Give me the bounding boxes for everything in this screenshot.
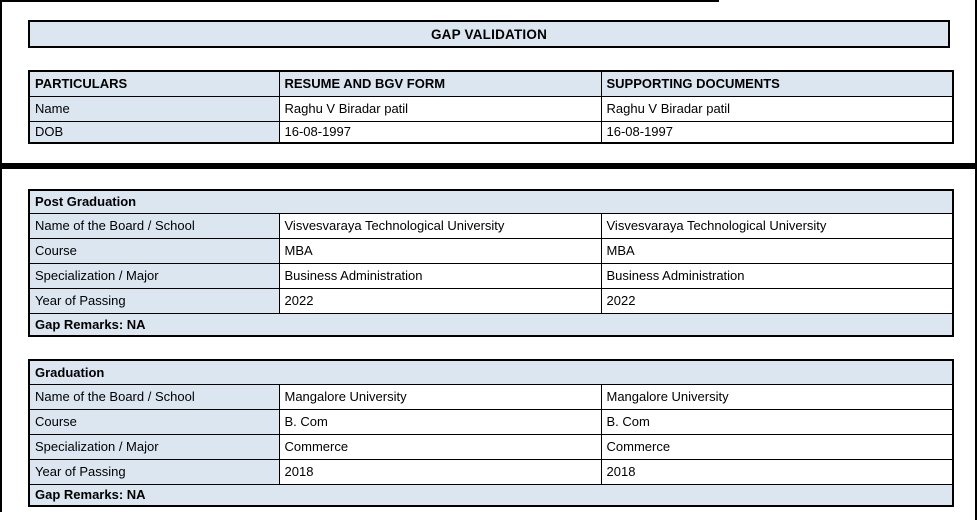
page-title: GAP VALIDATION: [28, 20, 950, 48]
row-supporting-value-cell: Raghu V Biradar patil: [600, 95, 954, 122]
row-resume-value-cell: Raghu V Biradar patil: [278, 95, 602, 122]
row-supporting-value-cell: 2022: [600, 287, 954, 314]
row-supporting-value-cell: 16-08-1997: [600, 120, 954, 144]
table-row-board-school: Name of the Board / School Visvesvaraya …: [28, 212, 954, 239]
row-label-cell: Specialization / Major: [28, 262, 280, 289]
row-resume-value-cell: 2018: [278, 458, 602, 485]
table-row-specialization: Specialization / Major Commerce Commerce: [28, 433, 954, 460]
row-resume-value-cell: 2022: [278, 287, 602, 314]
row-resume-value-cell: Mangalore University: [278, 383, 602, 410]
row-label-cell: Name of the Board / School: [28, 212, 280, 239]
column-header-particulars: PARTICULARS: [28, 70, 280, 97]
row-supporting-value-cell: Business Administration: [600, 262, 954, 289]
section-divider-line: [0, 163, 977, 169]
table-row-year-of-passing: Year of Passing 2018 2018: [28, 458, 954, 485]
table-row-course: Course MBA MBA: [28, 237, 954, 264]
row-resume-value-cell: Visvesvaraya Technological University: [278, 212, 602, 239]
row-resume-value-cell: 16-08-1997: [278, 120, 602, 144]
table-row-year-of-passing: Year of Passing 2022 2022: [28, 287, 954, 314]
particulars-table: PARTICULARS RESUME AND BGV FORM SUPPORTI…: [28, 70, 954, 144]
section-title: Graduation: [28, 359, 954, 385]
table-row-dob: DOB 16-08-1997 16-08-1997: [28, 120, 954, 144]
column-header-supporting-documents: SUPPORTING DOCUMENTS: [600, 70, 954, 97]
gap-remarks-row: Gap Remarks: NA: [28, 483, 954, 507]
row-label-cell: Name of the Board / School: [28, 383, 280, 410]
column-header-resume-bgv-form: RESUME AND BGV FORM: [278, 70, 602, 97]
outer-frame-right-border: [975, 0, 977, 520]
row-supporting-value-cell: B. Com: [600, 408, 954, 435]
gap-remarks-text: Gap Remarks: NA: [28, 483, 954, 507]
table-row-board-school: Name of the Board / School Mangalore Uni…: [28, 383, 954, 410]
post-graduation-table: Post Graduation Name of the Board / Scho…: [28, 189, 954, 337]
row-label-cell: DOB: [28, 120, 280, 144]
table-row-specialization: Specialization / Major Business Administ…: [28, 262, 954, 289]
row-label-cell: Course: [28, 408, 280, 435]
row-label-cell: Course: [28, 237, 280, 264]
row-label-cell: Name: [28, 95, 280, 122]
gap-remarks-row: Gap Remarks: NA: [28, 312, 954, 337]
row-label-cell: Specialization / Major: [28, 433, 280, 460]
table-row-course: Course B. Com B. Com: [28, 408, 954, 435]
table-row-name: Name Raghu V Biradar patil Raghu V Birad…: [28, 95, 954, 122]
section-title: Post Graduation: [28, 189, 954, 214]
row-supporting-value-cell: MBA: [600, 237, 954, 264]
row-resume-value-cell: Commerce: [278, 433, 602, 460]
page-title-text: GAP VALIDATION: [430, 26, 548, 42]
row-label-cell: Year of Passing: [28, 458, 280, 485]
row-supporting-value-cell: Commerce: [600, 433, 954, 460]
row-supporting-value-cell: Visvesvaraya Technological University: [600, 212, 954, 239]
graduation-table: Graduation Name of the Board / School Ma…: [28, 359, 954, 507]
row-supporting-value-cell: 2018: [600, 458, 954, 485]
outer-frame-left-border: [0, 0, 2, 512]
gap-remarks-text: Gap Remarks: NA: [28, 312, 954, 337]
particulars-header-row: PARTICULARS RESUME AND BGV FORM SUPPORTI…: [28, 70, 954, 97]
row-resume-value-cell: Business Administration: [278, 262, 602, 289]
row-resume-value-cell: MBA: [278, 237, 602, 264]
row-resume-value-cell: B. Com: [278, 408, 602, 435]
row-label-cell: Year of Passing: [28, 287, 280, 314]
section-header-row: Post Graduation: [28, 189, 954, 214]
outer-frame-top-border: [0, 0, 719, 2]
section-header-row: Graduation: [28, 359, 954, 385]
row-supporting-value-cell: Mangalore University: [600, 383, 954, 410]
